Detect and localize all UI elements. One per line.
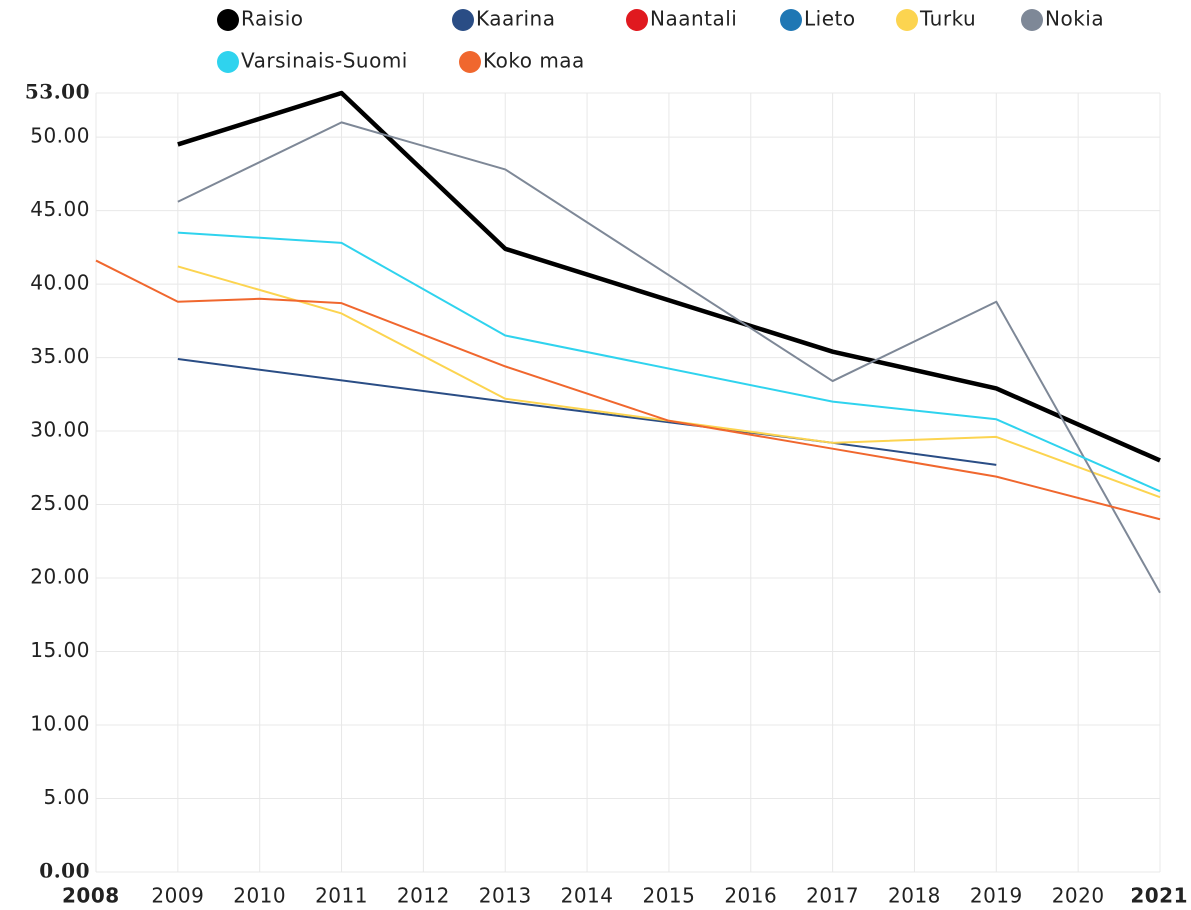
series-line <box>177 121 1161 594</box>
legend-label: Turku <box>919 7 976 31</box>
x-tick-label: 2021 <box>1130 884 1188 908</box>
y-tick-label: 50.00 <box>30 124 90 148</box>
legend-marker <box>217 51 239 73</box>
y-tick-label: 20.00 <box>30 565 90 589</box>
x-tick-label: 2018 <box>888 884 941 908</box>
y-tick-label: 45.00 <box>30 197 90 221</box>
y-tick-label: 10.00 <box>30 712 90 736</box>
y-tick-label: 15.00 <box>30 638 90 662</box>
legend-marker <box>780 9 802 31</box>
legend-label: Naantali <box>650 7 737 31</box>
legend-marker <box>1021 9 1043 31</box>
legend-label: Varsinais-Suomi <box>241 49 408 73</box>
x-tick-label: 2012 <box>397 884 450 908</box>
x-tick-label: 2019 <box>970 884 1023 908</box>
x-tick-label: 2016 <box>724 884 777 908</box>
series-line <box>95 259 1161 521</box>
y-tick-label: 0.00 <box>39 859 90 883</box>
x-tick-label: 2009 <box>151 884 204 908</box>
legend-label: Kaarina <box>476 7 556 31</box>
legend-marker <box>452 9 474 31</box>
legend-marker <box>217 9 239 31</box>
legend-label: Nokia <box>1045 7 1104 31</box>
x-tick-label: 2015 <box>642 884 695 908</box>
x-tick-label: 2020 <box>1052 884 1105 908</box>
y-tick-label: 35.00 <box>30 344 90 368</box>
series-line <box>177 90 1161 463</box>
legend-label: Lieto <box>804 7 856 31</box>
series-line <box>177 358 997 466</box>
y-tick-label: 30.00 <box>30 418 90 442</box>
legend-marker <box>459 51 481 73</box>
x-tick-label: 2017 <box>806 884 859 908</box>
legend-marker <box>626 9 648 31</box>
x-tick-label: 2010 <box>233 884 286 908</box>
x-tick-label: 2008 <box>62 884 120 908</box>
x-tick-label: 2014 <box>561 884 614 908</box>
x-tick-label: 2011 <box>315 884 368 908</box>
legend-label: Raisio <box>241 7 303 31</box>
y-tick-label: 5.00 <box>43 785 90 809</box>
legend-label: Koko maa <box>483 49 585 73</box>
x-tick-label: 2013 <box>479 884 532 908</box>
series-line <box>177 231 1161 493</box>
y-tick-label: 53.00 <box>25 80 90 104</box>
y-tick-label: 25.00 <box>30 491 90 515</box>
y-tick-label: 40.00 <box>30 271 90 295</box>
legend-marker <box>896 9 918 31</box>
